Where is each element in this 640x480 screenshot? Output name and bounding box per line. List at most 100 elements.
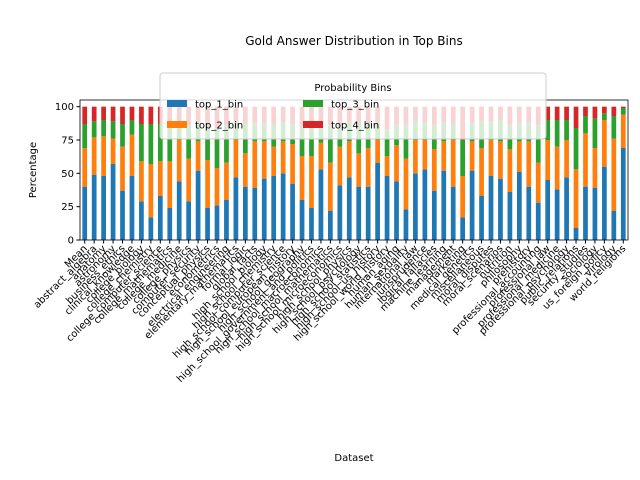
bar-segment (224, 200, 229, 240)
bar-segment (82, 106, 88, 124)
bar-segment (82, 186, 88, 240)
legend-swatch (167, 121, 187, 128)
bar-segment (328, 125, 333, 163)
bar-segment (110, 106, 116, 122)
bar-segment (129, 176, 135, 240)
bar-segment (460, 176, 466, 218)
bar-segment (195, 170, 201, 240)
bar-segment (176, 181, 182, 240)
bar-segment (384, 176, 390, 240)
y-tick-label: 75 (61, 136, 74, 147)
bar-segment (148, 217, 154, 240)
bar-segment (261, 178, 267, 240)
bar-segment (413, 140, 418, 174)
legend-swatch (303, 100, 323, 107)
bar-segment (611, 116, 617, 139)
bar-segment (611, 138, 617, 211)
bar-segment (148, 106, 154, 124)
bar-segment (82, 148, 88, 187)
bar-segment (337, 185, 343, 240)
bar-segment (101, 176, 106, 240)
bar-segment (450, 186, 456, 240)
bar-segment (384, 129, 390, 156)
bar-segment (564, 140, 569, 178)
bar-segment (176, 140, 182, 182)
bar-segment (535, 202, 541, 240)
bar-segment (488, 140, 494, 176)
bar-segment (602, 113, 607, 120)
bar-segment (375, 140, 380, 163)
bar-segment (488, 176, 494, 240)
bar-segment (224, 125, 229, 163)
bar-segment (139, 161, 144, 202)
bar-segment (384, 156, 390, 176)
legend-label: top_4_bin (331, 121, 379, 132)
bar-segment (516, 141, 522, 172)
bar-segment (261, 141, 267, 179)
bar-segment (91, 174, 97, 240)
legend-box (159, 72, 547, 140)
bar-segment (167, 208, 173, 240)
legend-label: top_3_bin (331, 100, 379, 111)
bar-segment (91, 106, 97, 122)
bar-segment (205, 125, 210, 160)
bar-segment (309, 208, 314, 240)
bar-segment (139, 124, 144, 162)
bar-segment (129, 120, 135, 135)
bar-segment (583, 106, 588, 116)
bar-segment (328, 162, 333, 211)
bar-segment (413, 173, 418, 240)
bar-segment (592, 148, 598, 188)
bar-segment (592, 188, 598, 240)
bar-segment (82, 124, 88, 148)
bar-segment (365, 148, 371, 187)
bar-segment (479, 196, 484, 240)
bar-segment (545, 106, 551, 120)
bar-segment (365, 186, 371, 240)
bar-segment (545, 180, 551, 240)
bar-segment (120, 146, 125, 191)
bar-segment (120, 106, 125, 124)
bar-segment (545, 140, 551, 180)
bar-segment (441, 170, 447, 240)
bar-segment (403, 209, 409, 240)
bar-segment (526, 141, 532, 187)
legend-label: top_2_bin (195, 121, 243, 132)
bar-segment (205, 208, 210, 240)
bar-segment (148, 164, 154, 218)
bar-segment (516, 172, 522, 240)
bar-segment (101, 136, 106, 176)
bar-segment (592, 106, 598, 119)
bar-segment (214, 205, 220, 240)
y-tick-label: 100 (55, 102, 74, 113)
bar-segment (583, 186, 588, 240)
bar-segment (110, 164, 116, 240)
bar-segment (356, 186, 362, 240)
bar-segment (356, 153, 362, 187)
bar-segment (309, 125, 314, 156)
bar-segment (299, 200, 305, 240)
bar-segment (271, 146, 277, 176)
bar-segment (554, 189, 560, 240)
bar-segment (252, 188, 258, 240)
bar-segment (564, 120, 569, 140)
bar-segment (290, 144, 295, 184)
bar-segment (592, 118, 598, 148)
bar-segment (602, 166, 607, 240)
bar-segment (214, 168, 220, 206)
bar-segment (101, 120, 106, 136)
bar-segment (252, 141, 258, 188)
legend-title: Probability Bins (314, 83, 391, 94)
y-tick-label: 0 (68, 236, 74, 247)
bar-segment (564, 177, 569, 240)
bar-segment (157, 124, 163, 162)
bar-segment (157, 161, 163, 196)
bar-segment (242, 153, 248, 187)
legend-swatch (303, 121, 323, 128)
bar-segment (318, 169, 324, 240)
x-axis-label: Dataset (334, 453, 373, 464)
bar-segment (271, 176, 277, 240)
chart-title: Gold Answer Distribution in Top Bins (245, 34, 462, 48)
bar-segment (460, 140, 466, 176)
